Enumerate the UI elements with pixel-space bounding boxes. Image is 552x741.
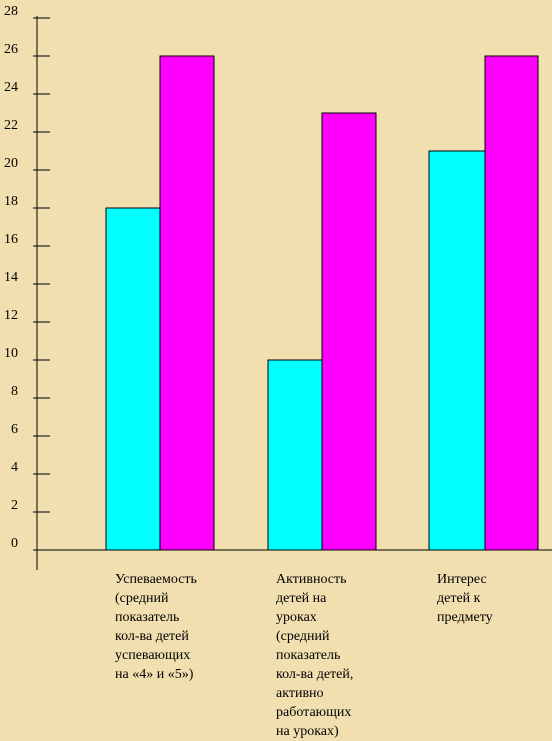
y-tick-label: 16: [4, 232, 18, 247]
y-tick-label: 20: [4, 156, 18, 171]
bar-series1-cat2: [267, 359, 323, 551]
y-tick-label: 8: [11, 384, 18, 399]
y-tick-label: 2: [11, 498, 18, 513]
y-tick-label: 22: [4, 118, 18, 133]
x-category-label: Успеваемость (средний показатель кол-ва …: [115, 572, 197, 682]
bar-series2-cat2: [321, 112, 377, 551]
bar-series1-cat1: [105, 207, 161, 551]
y-tick-label: 24: [4, 80, 18, 95]
bar-series1-cat3: [428, 150, 486, 551]
y-tick-label: 26: [4, 42, 18, 57]
bar-series2-cat3: [484, 55, 539, 551]
x-category-label: Активность детей на уроках (средний пока…: [276, 572, 354, 739]
y-tick-label: 0: [11, 536, 18, 551]
y-tick-label: 10: [4, 346, 18, 361]
y-tick-label: 6: [11, 422, 18, 437]
bars: [105, 55, 539, 551]
y-tick-label: 28: [4, 4, 18, 19]
y-tick-label: 12: [4, 308, 18, 323]
y-tick-label: 18: [4, 194, 18, 209]
y-tick-label: 4: [11, 460, 18, 475]
x-category-label: Интерес детей к предмету: [437, 572, 493, 625]
y-tick-label: 14: [4, 270, 18, 285]
bar-series2-cat1: [159, 55, 215, 551]
